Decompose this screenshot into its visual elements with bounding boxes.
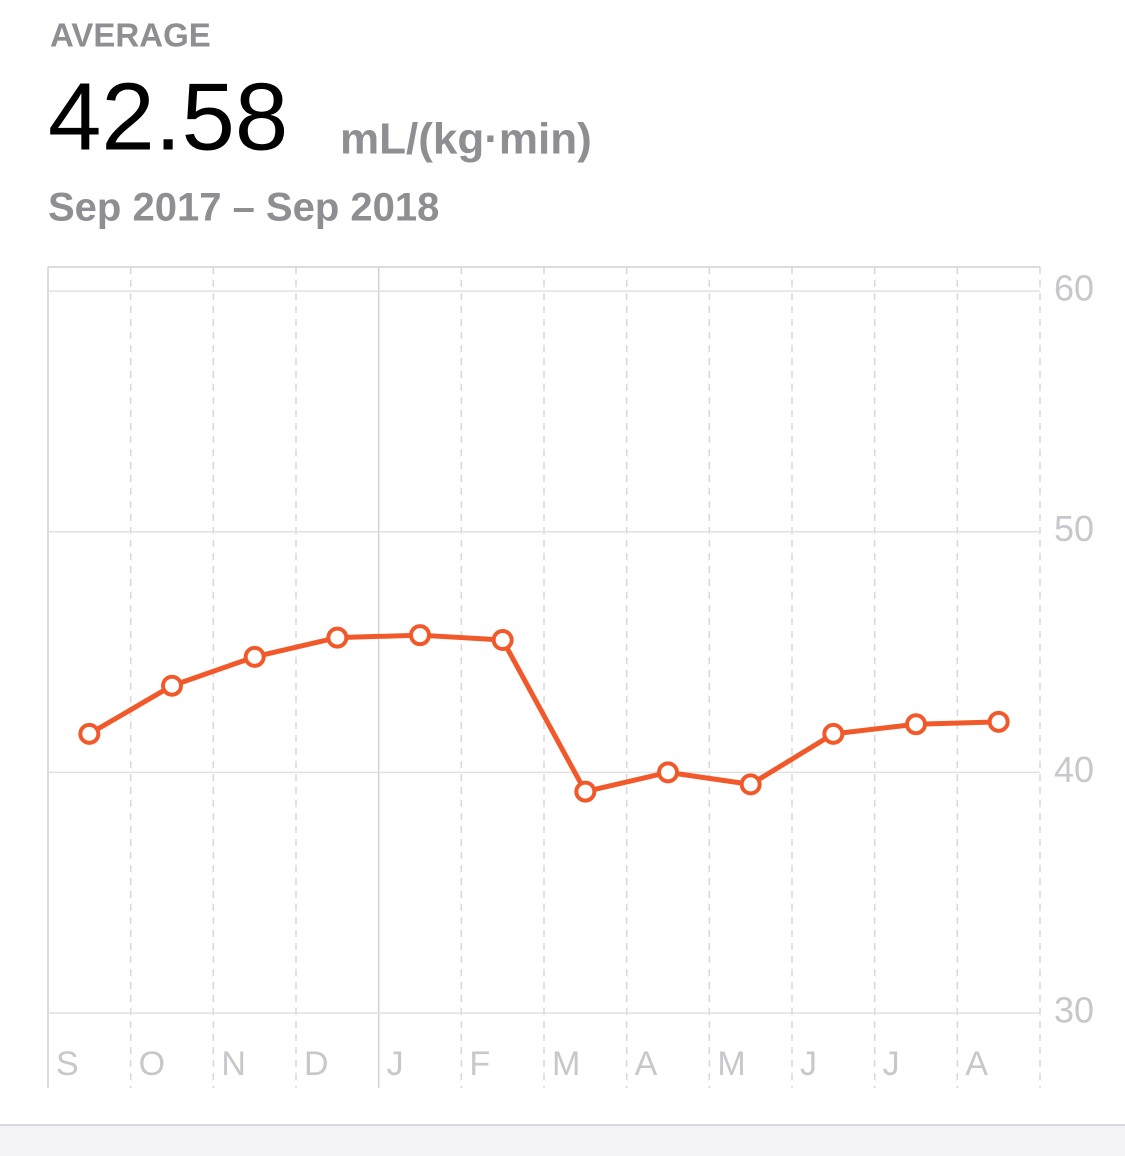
x-tick-label: S [56,1045,79,1083]
point [78,722,101,745]
point [905,713,927,736]
point [987,710,1010,733]
point [822,722,845,745]
point [409,624,431,647]
line [88,632,999,795]
footer-bar [0,1125,1125,1156]
date-range: Sep 2017 – Sep 2018 [48,186,439,230]
point [326,626,349,649]
x-tick-label: O [139,1045,165,1083]
x-tick-label: F [469,1045,490,1083]
x-tick-label: A [635,1045,658,1083]
point [243,645,266,668]
x-tick-label: M [717,1045,745,1083]
x-tick-label: A [965,1045,988,1083]
x-tick-label: J [800,1045,817,1083]
y-tick-label: 40 [1054,749,1094,790]
summary-unit: mL/(kg·min) [340,115,592,164]
point [574,780,597,803]
x-tick-label: M [552,1045,580,1083]
x-tick-label: N [221,1045,246,1083]
point [657,761,679,784]
x-tick-label: D [304,1045,329,1083]
y-tick-label: 60 [1054,268,1094,309]
point [491,629,514,651]
summary-value: 42.58 [48,63,288,170]
y-tick-label: 30 [1054,990,1094,1031]
x-tick-label: J [883,1045,900,1083]
y-tick-label: 50 [1054,508,1094,549]
summary-label: AVERAGE [50,17,211,54]
point [739,773,762,796]
point [161,674,183,697]
x-tick-label: J [387,1045,404,1083]
